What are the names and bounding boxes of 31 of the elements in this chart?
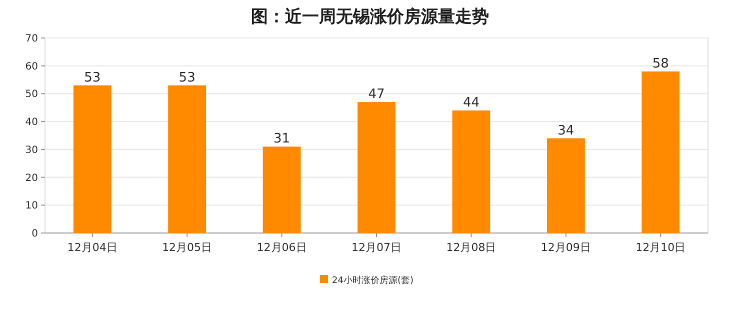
y-tick-label: 10	[25, 200, 38, 212]
x-tick-label: 12月05日	[162, 241, 212, 254]
x-tick-label: 12月07日	[352, 241, 402, 254]
bar	[262, 146, 301, 233]
data-label: 34	[558, 123, 574, 138]
x-tick-label: 12月10日	[636, 241, 686, 254]
y-tick-label: 0	[32, 228, 38, 240]
data-label: 47	[368, 87, 385, 102]
legend-label: 24小时涨价房源(套)	[332, 275, 414, 286]
y-tick-label: 70	[25, 34, 38, 44]
bar	[642, 71, 680, 233]
bar	[168, 85, 206, 233]
chart-title: 图：近一周无锡涨价房源量走势	[251, 7, 489, 27]
x-tick-label: 12月04日	[67, 241, 118, 254]
data-label: 44	[462, 95, 480, 110]
data-label: 53	[84, 70, 101, 86]
x-tick-label: 12月08日	[446, 241, 496, 254]
bar	[73, 85, 112, 233]
data-label: 31	[274, 132, 290, 147]
bar	[546, 138, 585, 233]
bar	[358, 102, 396, 233]
bar	[452, 110, 490, 233]
data-label: 58	[652, 56, 669, 72]
y-tick-label: 60	[25, 61, 38, 72]
x-tick-label: 12月06日	[256, 241, 307, 254]
y-tick-label: 50	[25, 89, 38, 100]
y-tick-label: 20	[25, 172, 38, 184]
data-label: 53	[178, 70, 196, 86]
x-tick-label: 12月09日	[540, 241, 591, 254]
y-tick-label: 40	[25, 117, 38, 128]
y-tick-label: 30	[25, 144, 38, 156]
